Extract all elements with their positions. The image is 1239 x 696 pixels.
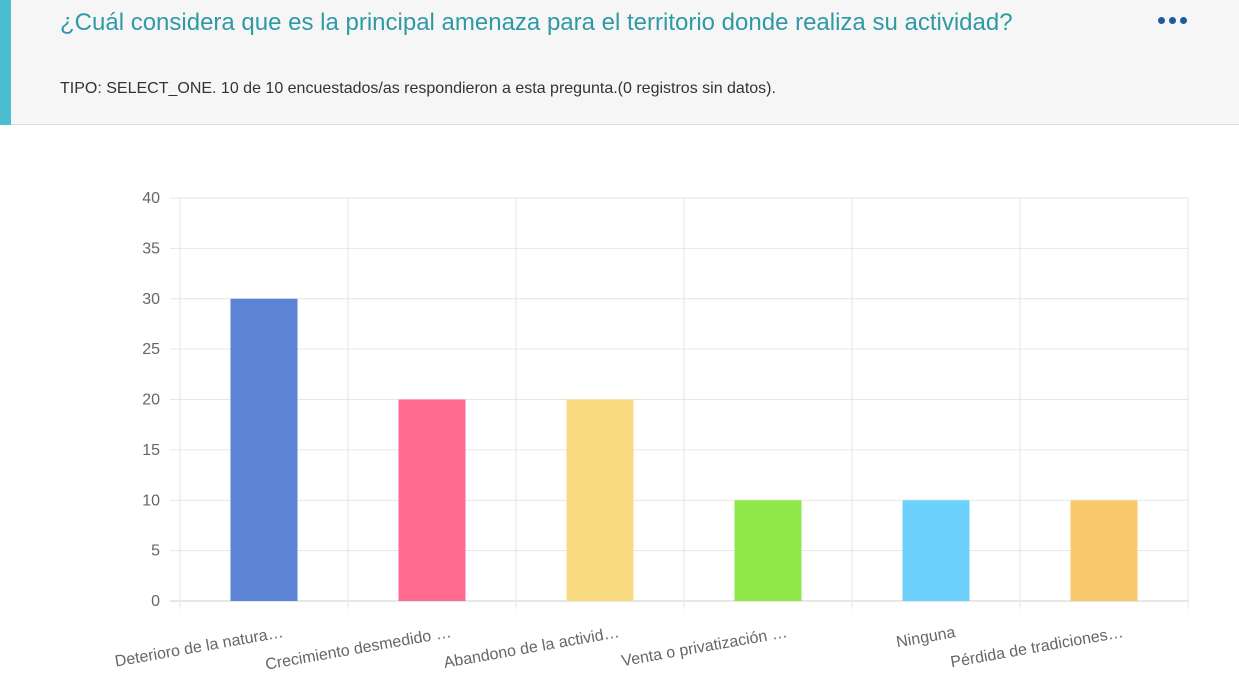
bar[interactable] (566, 399, 634, 602)
bar[interactable] (734, 500, 802, 601)
y-tick-label: 10 (142, 492, 160, 509)
y-tick-label: 15 (142, 442, 160, 459)
x-tick-label: Venta o privatización … (620, 624, 788, 670)
bar-chart: 0 5 10 15 20 25 30 35 40 Deterioro de la natura…C… (114, 190, 1189, 674)
dot (1179, 16, 1187, 24)
x-tick-label: Pérdida de tradiciones… (949, 624, 1125, 671)
y-tick-label: 35 (142, 240, 160, 257)
question-header: ¿Cuál considera que es la principal amen… (0, 0, 1239, 125)
chart-panel: 0 5 10 15 20 25 30 35 40 Deterioro de la natura… C… (0, 125, 1239, 696)
accent-bar (0, 0, 11, 125)
y-tick-label: 20 (142, 392, 160, 409)
bar[interactable] (902, 500, 970, 601)
dot (1157, 16, 1165, 24)
question-subtitle: TIPO: SELECT_ONE. 10 de 10 encuestados/a… (60, 80, 776, 97)
y-tick-label: 25 (142, 341, 160, 358)
bar[interactable] (1070, 500, 1138, 601)
more-options-icon[interactable] (1150, 8, 1194, 32)
y-tick-label: 30 (142, 291, 160, 308)
x-tick-label: Deterioro de la natura… (114, 624, 285, 670)
x-tick-label: Abandono de la activid… (443, 624, 621, 672)
y-tick-label: 0 (151, 593, 160, 610)
x-tick-label: Crecimiento desmedido … (264, 624, 453, 673)
x-tick-label: Ninguna (895, 624, 957, 651)
y-tick-label: 5 (151, 543, 160, 560)
dot (1168, 16, 1176, 24)
question-title: ¿Cuál considera que es la principal amen… (60, 9, 1013, 36)
bar[interactable] (230, 298, 298, 601)
bar[interactable] (398, 399, 466, 602)
y-tick-label: 40 (142, 190, 160, 207)
